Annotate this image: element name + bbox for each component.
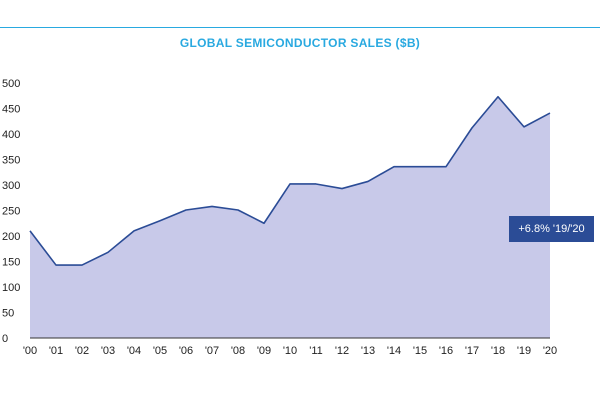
x-tick-label: '10 [283,345,297,357]
x-tick-label: '02 [75,345,89,357]
top-divider [0,27,600,28]
y-tick-label: 150 [2,257,20,269]
x-tick-label: '05 [153,345,167,357]
x-tick-label: '08 [231,345,245,357]
y-tick-label: 450 [2,104,20,116]
x-tick-label: '20 [543,345,557,357]
y-tick-label: 100 [2,282,20,294]
x-tick-label: '15 [413,345,427,357]
x-tick-label: '12 [335,345,349,357]
x-tick-label: '11 [309,345,323,357]
y-tick-label: 50 [2,308,14,320]
x-tick-label: '14 [387,345,401,357]
x-tick-label: '17 [465,345,479,357]
x-tick-label: '06 [179,345,193,357]
y-tick-label: 0 [2,333,8,345]
x-tick-label: '19 [517,345,531,357]
growth-callout: +6.8% '19/'20 [509,216,594,242]
x-tick-label: '18 [491,345,505,357]
x-tick-label: '01 [49,345,63,357]
y-tick-label: 300 [2,180,20,192]
series-area [30,96,550,339]
x-tick-label: '03 [101,345,115,357]
x-tick-label: '09 [257,345,271,357]
x-tick-label: '00 [23,345,37,357]
y-tick-label: 250 [2,206,20,218]
x-tick-label: '13 [361,345,375,357]
y-tick-label: 350 [2,155,20,167]
y-tick-label: 200 [2,231,20,243]
x-tick-label: '16 [439,345,453,357]
y-tick-label: 500 [2,78,20,90]
x-tick-label: '07 [205,345,219,357]
y-tick-label: 400 [2,129,20,141]
chart-title: GLOBAL SEMICONDUCTOR SALES ($B) [179,36,421,50]
x-tick-label: '04 [127,345,141,357]
